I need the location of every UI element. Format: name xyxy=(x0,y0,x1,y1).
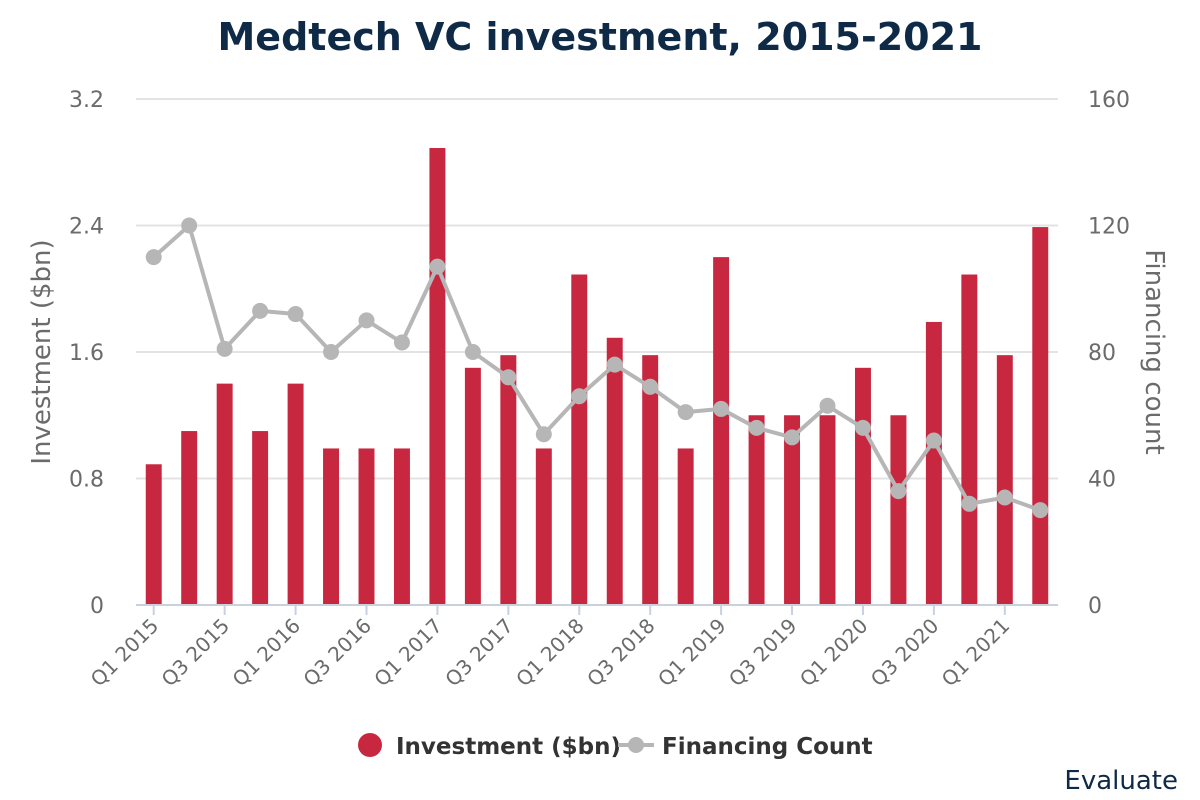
right-tick-label: 120 xyxy=(1088,215,1130,240)
x-tick-label: Q1 2020 xyxy=(795,614,873,692)
investment-bar xyxy=(890,415,907,605)
investment-bar xyxy=(571,274,588,605)
investment-bar xyxy=(642,355,659,605)
financing-count-point xyxy=(393,334,410,351)
investment-bar xyxy=(500,355,517,605)
investment-bar xyxy=(1032,227,1049,606)
investment-bars xyxy=(145,148,1049,606)
financing-count-point xyxy=(819,397,836,414)
left-tick-label: 0.8 xyxy=(69,468,104,493)
legend-investment-label: Investment ($bn) xyxy=(396,734,621,760)
investment-bar xyxy=(358,448,375,605)
financing-count-point xyxy=(961,495,978,512)
financing-count-point xyxy=(890,483,907,500)
financing-count-point xyxy=(996,489,1013,506)
x-tick-label: Q3 2017 xyxy=(440,614,518,692)
legend-investment-marker xyxy=(358,733,382,757)
x-tick-label: Q1 2015 xyxy=(86,614,164,692)
investment-bar xyxy=(145,464,162,605)
financing-count-point xyxy=(535,426,552,443)
right-axis-label: Financing count xyxy=(1139,249,1169,454)
financing-count-point xyxy=(464,344,481,360)
legend-count-label: Financing Count xyxy=(662,734,873,760)
financing-count-point xyxy=(748,419,765,436)
financing-count-point xyxy=(784,429,801,446)
investment-bar xyxy=(181,431,198,605)
legend[interactable]: Investment ($bn) Financing Count xyxy=(358,733,873,760)
financing-count-path xyxy=(152,223,1041,513)
investment-bar xyxy=(393,448,410,605)
investment-bar xyxy=(713,257,730,605)
legend-count-marker xyxy=(628,737,644,753)
financing-count-point xyxy=(500,369,517,386)
x-tick-label: Q1 2017 xyxy=(369,614,447,692)
financing-count-line xyxy=(145,217,1049,519)
x-tick-label: Q1 2019 xyxy=(653,614,731,692)
investment-bar xyxy=(216,383,233,605)
financing-count-point xyxy=(571,388,588,405)
investment-bar xyxy=(925,321,942,605)
financing-count-point xyxy=(287,306,304,323)
financing-count-point xyxy=(606,356,623,373)
chart-title: Medtech VC investment, 2015-2021 xyxy=(217,15,982,59)
x-tick-label: Q3 2020 xyxy=(866,614,944,692)
financing-count-point xyxy=(642,378,659,395)
x-tick-label: Q1 2018 xyxy=(511,614,589,692)
left-tick-label: 2.4 xyxy=(69,215,104,240)
investment-bar xyxy=(854,367,871,605)
right-tick-label: 40 xyxy=(1088,468,1116,493)
investment-bar xyxy=(819,415,836,605)
financing-count-point xyxy=(854,419,871,436)
left-tick-label: 3.2 xyxy=(69,88,104,113)
investment-bar xyxy=(677,448,694,605)
financing-count-point xyxy=(925,432,942,449)
investment-bar xyxy=(996,355,1013,605)
financing-count-point xyxy=(1032,502,1049,519)
left-tick-label: 1.6 xyxy=(69,341,104,366)
x-tick-label: Q3 2018 xyxy=(582,614,660,692)
left-tick-label: 0 xyxy=(90,594,104,619)
x-tick-label: Q1 2021 xyxy=(937,614,1015,692)
financing-count-point xyxy=(713,400,730,417)
right-tick-label: 80 xyxy=(1088,341,1116,366)
investment-bar xyxy=(429,148,446,606)
left-axis-ticks: 0 0.8 1.6 2.4 3.2 xyxy=(69,88,104,619)
investment-bar xyxy=(323,448,340,605)
x-tick-label: Q1 2016 xyxy=(228,614,306,692)
x-tick-label: Q3 2019 xyxy=(724,614,802,692)
left-axis-label: Investment ($bn) xyxy=(27,239,57,464)
financing-count-point xyxy=(323,344,340,360)
right-tick-label: 160 xyxy=(1088,88,1130,113)
x-tick-label: Q3 2015 xyxy=(157,614,235,692)
investment-bar xyxy=(287,383,304,605)
investment-bar xyxy=(748,415,765,605)
x-tick-label: Q3 2016 xyxy=(298,614,376,692)
financing-count-point xyxy=(181,217,198,234)
investment-bar xyxy=(961,274,978,605)
investment-bar xyxy=(464,367,481,605)
financing-count-point xyxy=(358,312,375,329)
gridlines xyxy=(136,98,1058,480)
right-tick-label: 0 xyxy=(1088,594,1102,619)
financing-count-point xyxy=(216,340,233,357)
investment-bar xyxy=(784,415,801,605)
investment-bar xyxy=(535,448,552,605)
financing-count-point xyxy=(677,404,694,421)
financing-count-point xyxy=(145,249,162,266)
investment-bar xyxy=(606,337,623,605)
right-axis-ticks: 0 40 80 120 160 xyxy=(1088,88,1130,619)
investment-bar xyxy=(252,431,269,605)
financing-count-point xyxy=(429,258,446,275)
financing-count-point xyxy=(252,302,269,319)
source-label: Evaluate xyxy=(1064,766,1178,796)
